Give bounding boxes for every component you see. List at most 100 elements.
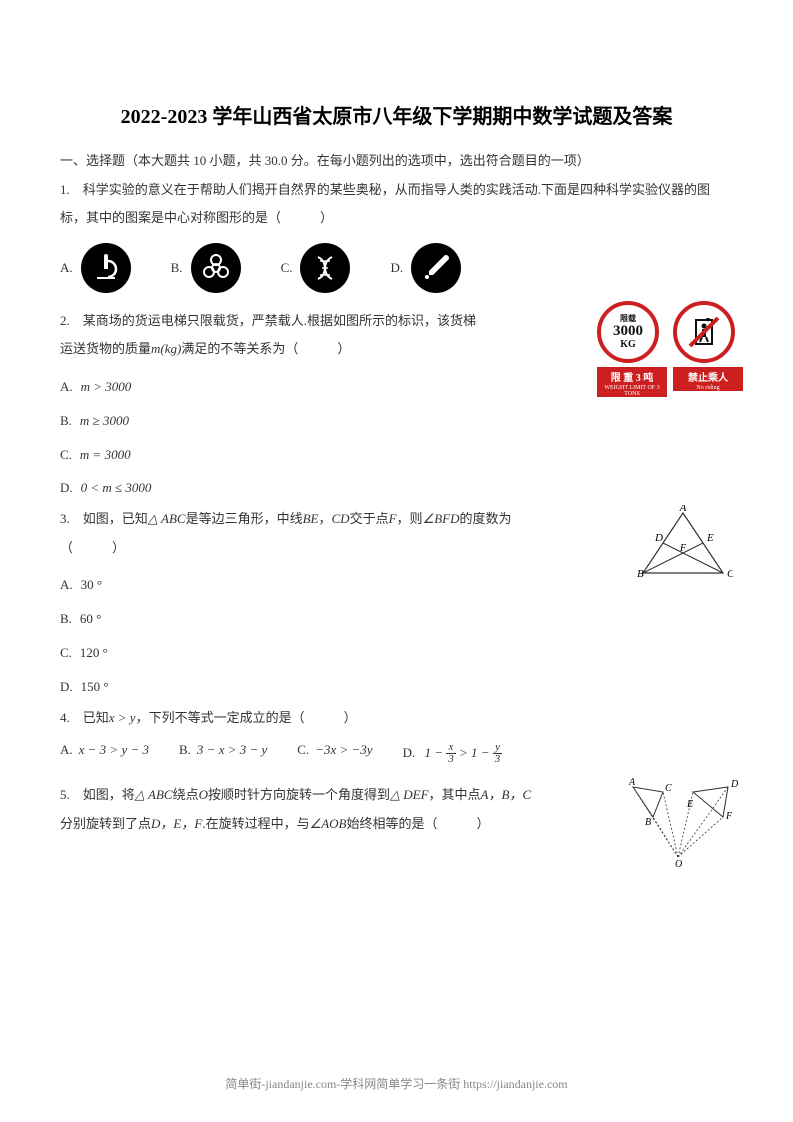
q1-opt-c: C. (281, 243, 351, 293)
page-title: 2022-2023 学年山西省太原市八年级下学期期中数学试题及答案 (60, 100, 733, 129)
q5figO: O (675, 859, 682, 867)
q4-opt-b: B. 3 − x > 3 − y (179, 742, 267, 758)
q4-opt-a: A. x − 3 > y − 3 (60, 742, 149, 758)
q3-figure: A B C D E F (633, 505, 733, 590)
q4-opt-c: C.−3x > −3y (297, 742, 372, 758)
q3-c1: ， (318, 511, 331, 526)
q5-2a: 分别旋转到了点 (60, 816, 151, 831)
q5figA: A (628, 777, 636, 788)
q5-1c: 按顺时针方向旋转一个角度得到 (208, 787, 390, 802)
q2a-lbl: A. (60, 379, 73, 394)
q2c-lbl: C. (60, 447, 72, 462)
q5-2b: .在旋转过程中，与 (202, 816, 309, 831)
q5-c: ，C (509, 787, 531, 802)
figB: B (637, 568, 644, 580)
q3a-lbl: A. (60, 577, 73, 592)
biohazard-icon (191, 243, 241, 293)
q1-text: 1. 科学实验的意义在于帮助人们揭开自然界的某些奥秘，从而指导人类的实践活动.下… (60, 176, 733, 233)
q5-1b: 绕点 (173, 787, 199, 802)
figC: C (727, 568, 733, 580)
q3-be: BE (303, 511, 319, 526)
q3a-math: 30 ° (81, 577, 102, 592)
q3-1a: 3. 如图，已知 (60, 511, 148, 526)
q2d-lbl: D. (60, 480, 73, 495)
q1-opt-c-label: C. (281, 260, 293, 276)
q3d-lbl: D. (60, 679, 73, 694)
q2-opt-c: C. m = 3000 (60, 438, 733, 472)
q4-options: A. x − 3 > y − 3 B. 3 − x > 3 − y C.−3x > … (60, 742, 733, 765)
q3-1b: 是等边三角形，中线 (186, 511, 303, 526)
q3c-lbl: C. (60, 645, 72, 660)
q2b-lbl: B. (60, 413, 72, 428)
figF: F (679, 543, 687, 554)
figD: D (654, 532, 663, 544)
q5-figure: A C B D E F O (623, 777, 743, 872)
q4-xy: x > y (109, 710, 136, 725)
q3d-math: 150 ° (81, 679, 109, 694)
q2-opt-d: D. 0 < m ≤ 3000 (60, 471, 733, 505)
q3-opt-c: C. 120 ° (60, 636, 733, 670)
q4-1a: 4. 已知 (60, 710, 109, 725)
q5-f: ，F (181, 816, 202, 831)
q5figF: F (725, 811, 733, 822)
q5-a: A (481, 787, 489, 802)
q5figC: C (665, 783, 672, 794)
q5-abc: △ ABC (135, 787, 173, 802)
sign1-label: 限 重 3 吨 (597, 367, 667, 386)
q3-f: F (389, 511, 397, 526)
q4b-lbl: B. (179, 742, 191, 757)
q2c-math: m = 3000 (80, 447, 131, 462)
q2-opt-b: B.m ≥ 3000 (60, 404, 733, 438)
page-footer: 简单街-jiandanjie.com-学科网简单学习一条街 https://ji… (0, 1075, 793, 1092)
dna-icon (300, 243, 350, 293)
q5-e: ，E (160, 816, 181, 831)
q2a-math: m > 3000 (81, 379, 132, 394)
q4d-d1: 3 (446, 754, 456, 765)
q2-l2a: 运送货物的质量 (60, 341, 151, 356)
q4b-math: 3 − x > 3 − y (197, 742, 267, 757)
sign1-num: 3000 (613, 324, 643, 339)
q5figD: D (730, 779, 739, 790)
q2d-math: 0 < m ≤ 3000 (81, 480, 152, 495)
q5-d: D (151, 816, 160, 831)
q5-o: O (199, 787, 208, 802)
q5-def: △ DEF (390, 787, 429, 802)
section-heading: 一、选择题（本大题共 10 小题，共 30.0 分。在每小题列出的选项中，选出符… (60, 147, 733, 176)
q4d-lbl: D. (403, 745, 416, 760)
q2-mkg: m(kg) (151, 341, 181, 356)
q3b-math: 60 ° (80, 611, 101, 626)
q4a-math: x − 3 > y − 3 (79, 742, 149, 757)
dropper-icon (411, 243, 461, 293)
q5figB: B (645, 817, 651, 828)
q3-opt-d: D. 150 ° (60, 670, 733, 704)
q3-ang: ∠BFD (423, 511, 460, 526)
sign2-sub: No riding (673, 385, 743, 391)
q5-2c: 始终相等的是（ ） (347, 816, 490, 831)
q4d-d2: 3 (493, 754, 503, 765)
q4d-math: 1 − x3 > 1 − y3 (424, 745, 502, 760)
q1-opt-b: B. (171, 243, 241, 293)
q1-opt-d-label: D. (390, 260, 403, 276)
q5-1d: ，其中点 (429, 787, 481, 802)
q3-1c: 交于点 (350, 511, 389, 526)
q4-line1: 4. 已知x > y，下列不等式一定成立的是（ ） (60, 704, 733, 733)
microscope-icon (81, 243, 131, 293)
figA: A (679, 505, 687, 514)
sign2-label: 禁止乘人 (673, 367, 743, 386)
q4-1b: ，下列不等式一定成立的是（ ） (136, 710, 357, 725)
q5-1a: 5. 如图，将 (60, 787, 135, 802)
q1-opt-a-label: A. (60, 260, 73, 276)
q4a-lbl: A. (60, 742, 73, 757)
weight-limit-sign: 限载 3000 KG 限 重 3 吨 WEIGHT LIMIT OF 3 TON… (597, 301, 667, 397)
figE: E (706, 532, 714, 544)
q5-b: ，B (489, 787, 510, 802)
q1-opt-b-label: B. (171, 260, 183, 276)
q1-opt-d: D. (390, 243, 461, 293)
q3-opt-b: B.60 ° (60, 602, 733, 636)
q3-cd: CD (332, 511, 350, 526)
q1-options: A. B. C. (60, 243, 733, 293)
q4c-lbl: C. (297, 742, 309, 757)
q3c-math: 120 ° (80, 645, 108, 660)
no-riding-sign: 禁止乘人 No riding (673, 301, 743, 397)
q2-signs: 限载 3000 KG 限 重 3 吨 WEIGHT LIMIT OF 3 TON… (597, 301, 743, 397)
